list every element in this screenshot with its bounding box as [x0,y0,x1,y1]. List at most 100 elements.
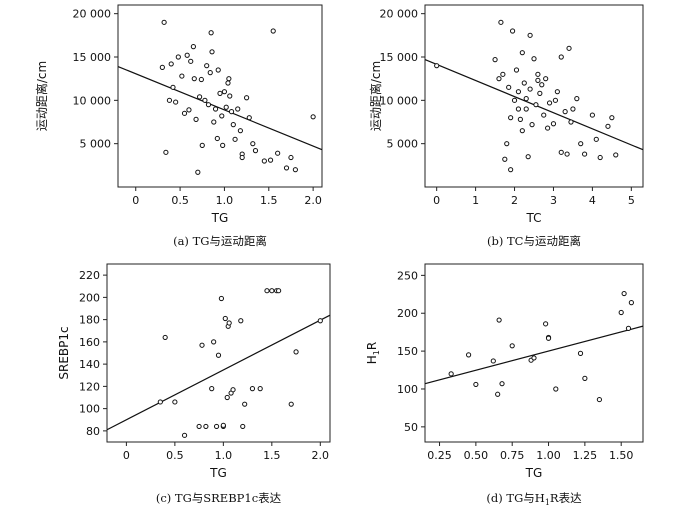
scatter-point [168,61,174,67]
scatter-point [508,115,514,121]
panel-caption-text: (d) TG与H [486,491,544,505]
scatter-point [239,154,245,161]
panel-caption: (c) TG与SREBP1c表达 [156,491,282,505]
scatter-point [511,97,518,103]
scatter-point [545,335,552,341]
scatter-point [292,167,298,173]
scatter-point [237,128,243,134]
scatter-point [521,80,527,86]
scatter-point [506,84,512,90]
panel-caption: (a) TG与运动距离 [173,234,267,248]
x-tick-label: 1 [472,194,479,207]
scatter-point [179,73,185,79]
scatter-point [283,165,290,171]
scatter-point [190,44,196,50]
scatter-point [215,67,221,73]
scatter-point [550,121,557,127]
scatter-point [219,113,225,119]
scatter-point [533,102,539,108]
scatter-point [570,106,576,112]
scatter-point [531,355,537,361]
panel-caption: (d) TG与H1R表达 [486,491,582,507]
scatter-point [193,116,199,123]
scatter-point [473,381,479,388]
scatter-point [186,107,192,113]
scatter-point [317,318,323,324]
scatter-point [166,97,173,103]
y-tick-label: 250 [397,269,418,282]
panel-caption-text: (c) TG与SREBP1c表达 [156,491,282,505]
panel-b: 0 1 2 3 4 5 5 000 10 000 15 000 20 000 TC 运动距离/cm (b… [368,4,644,248]
scatter-point [537,90,543,97]
scatter-point [244,95,250,101]
scatter-point [212,106,219,112]
x-tick-label: 1.0 [216,194,234,207]
scatter-point [221,89,228,95]
scatter-point [242,401,248,407]
x-tick-label: 4 [589,194,596,207]
y-tick-label: 160 [79,336,100,349]
y-axis-label: H1R [365,342,381,364]
scatter-point [508,167,514,173]
scatter-point [172,399,178,405]
panel-caption-text: (b) TC与运动距离 [487,234,581,248]
x-tick-label: 5 [628,194,635,207]
scatter-point [543,321,549,327]
scatter-point [226,76,232,82]
scatter-point [539,82,545,88]
scatter-point [589,112,595,118]
scatter-point [220,142,226,148]
scatter-point [196,423,202,430]
scatter-point [562,109,568,115]
scatter-point [577,350,584,356]
x-axis-label: TG [211,211,229,225]
scatter-point [230,387,236,393]
y-axis-label: 运动距离/cm [34,61,49,131]
scatter-point [213,423,220,430]
scatter-point [515,89,522,95]
x-tick-label: 0.50 [464,449,489,462]
scatter-point [264,288,270,294]
scatter-point [529,122,535,128]
scatter-point [211,119,217,125]
scatter-point [269,288,275,294]
scatter-point [582,151,588,157]
scatter-point [541,112,547,118]
scatter-point [197,94,203,100]
plot-frame [424,4,644,188]
scatter-point [628,300,634,306]
scatter-point [223,104,229,110]
y-tick-label: 15 000 [73,51,112,64]
x-axis-label: TC [525,211,541,225]
y-tick-label: 5 000 [387,138,419,151]
y-tick-label: 80 [86,425,100,438]
scatter-point [214,135,220,142]
scatter-point [492,57,498,63]
scatter-point [203,423,209,430]
x-tick-label: 0.75 [500,449,525,462]
y-tick-label: 150 [397,345,418,358]
scatter-point [246,115,252,121]
y-tick-label: 200 [397,307,418,320]
scatter-point [218,295,225,302]
y-tick-label: 15 000 [380,51,419,64]
scatter-point [208,30,214,36]
scatter-point [235,106,241,112]
scatter-point [605,123,611,129]
x-tick-label: 0.5 [166,449,184,462]
scatter-point [517,116,523,123]
scatter-point [498,19,504,25]
scatter-point [558,149,564,155]
x-axis-label: TG [525,466,543,480]
y-tick-label: 10 000 [380,94,419,107]
scatter-point [535,77,541,84]
panel-a: 0 0.5 1.0 1.5 2.0 5 000 10 000 15 000 20 000 TG 运动… [34,4,323,248]
y-tick-label: 200 [79,291,100,304]
y-tick-label: 20 000 [380,8,419,21]
scatter-point [568,119,574,125]
panel-c: 0 0.5 1.0 1.5 2.0 80 100 120 140 160 180 200 220 TG SR… [57,263,331,505]
scatter-point [558,54,564,60]
scatter-point [434,63,440,69]
y-tick-label: 180 [79,314,100,327]
